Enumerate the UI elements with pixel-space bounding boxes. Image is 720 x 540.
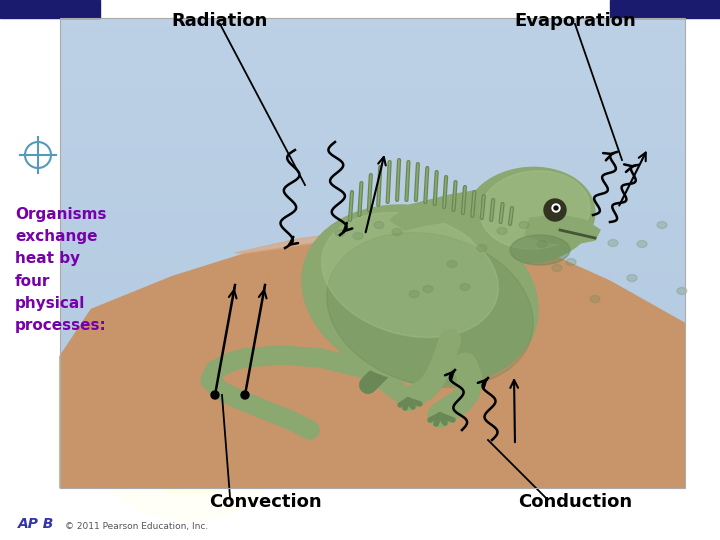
- Circle shape: [241, 391, 249, 399]
- Bar: [0, 0, 100, 18]
- Ellipse shape: [480, 171, 590, 249]
- Ellipse shape: [447, 260, 457, 267]
- Text: Radiation: Radiation: [172, 12, 268, 30]
- Ellipse shape: [353, 233, 363, 240]
- Ellipse shape: [327, 233, 534, 387]
- Circle shape: [544, 199, 566, 221]
- Circle shape: [119, 334, 257, 472]
- Ellipse shape: [566, 259, 576, 266]
- Bar: [610, 0, 720, 18]
- Ellipse shape: [519, 221, 529, 228]
- Ellipse shape: [677, 287, 687, 294]
- Ellipse shape: [423, 286, 433, 293]
- Ellipse shape: [374, 221, 384, 228]
- Text: Conduction: Conduction: [518, 493, 632, 511]
- Polygon shape: [235, 230, 485, 253]
- Circle shape: [554, 206, 558, 210]
- Text: Evaporation: Evaporation: [514, 12, 636, 30]
- Text: AP B: AP B: [18, 517, 55, 531]
- Circle shape: [552, 204, 560, 212]
- Ellipse shape: [409, 291, 419, 298]
- Bar: [60, 18, 685, 488]
- Polygon shape: [210, 347, 410, 438]
- Circle shape: [98, 313, 279, 494]
- Circle shape: [71, 287, 305, 520]
- Ellipse shape: [477, 245, 487, 252]
- Ellipse shape: [627, 274, 637, 281]
- Ellipse shape: [465, 167, 595, 262]
- Ellipse shape: [537, 240, 547, 247]
- Polygon shape: [390, 190, 510, 230]
- Circle shape: [135, 350, 241, 456]
- Text: Convection: Convection: [209, 493, 321, 511]
- Ellipse shape: [510, 235, 570, 265]
- Ellipse shape: [460, 284, 470, 291]
- Circle shape: [211, 391, 219, 399]
- Ellipse shape: [552, 265, 562, 272]
- Ellipse shape: [497, 227, 507, 234]
- Ellipse shape: [392, 228, 402, 235]
- Text: © 2011 Pearson Education, Inc.: © 2011 Pearson Education, Inc.: [65, 522, 208, 530]
- Ellipse shape: [637, 240, 647, 247]
- Ellipse shape: [590, 295, 600, 302]
- Ellipse shape: [302, 205, 538, 385]
- Polygon shape: [525, 215, 600, 245]
- Ellipse shape: [657, 221, 667, 228]
- Text: Organisms
exchange
heat by
four
physical
processes:: Organisms exchange heat by four physical…: [15, 207, 107, 333]
- Polygon shape: [60, 234, 685, 488]
- Ellipse shape: [608, 240, 618, 246]
- Ellipse shape: [335, 230, 345, 237]
- Ellipse shape: [322, 213, 498, 338]
